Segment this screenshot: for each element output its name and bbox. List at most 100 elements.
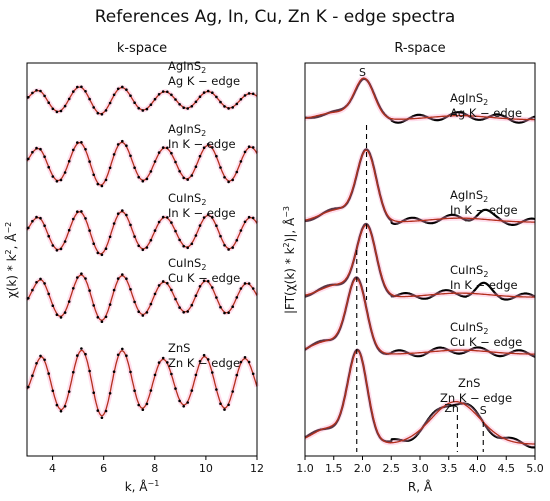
kspace-exp-point [100,320,104,324]
kspace-exp-point [202,146,206,149]
kspace-exp-point [198,154,202,158]
kspace-exp-point [247,282,251,285]
rspace-x-tick-label: 5.0 [526,462,544,475]
kspace-exp-point [251,287,255,290]
kspace-exp-point [145,177,149,181]
kspace-exp-point [100,184,104,188]
kspace-exp-point [219,305,222,309]
kspace-spectrum-compound-4: ZnS [168,341,190,355]
kspace-exp-point [116,353,120,357]
kspace-exp-point [166,361,169,364]
kspace-exp-point [96,316,100,319]
kspace-x-tick-label: 6 [100,462,107,475]
kspace-exp-point [137,244,140,248]
kspace-exp-point [59,178,63,182]
kspace-exp-point [63,240,67,243]
kspace-exp-point [84,277,87,280]
kspace-exp-point [182,311,185,314]
kspace-exp-point [121,85,124,89]
kspace-exp-point [43,94,46,98]
kspace-exp-point [47,234,50,238]
kspace-x-tick-label: 8 [151,462,158,475]
kspace-exp-point [190,174,194,177]
kspace-exp-point [235,373,239,377]
kspace-exp-point [211,371,214,374]
kspace-exp-point [145,311,149,314]
kspace-exp-point [92,173,95,177]
kspace-exp-points-3 [27,272,255,324]
kspace-exp-point [247,215,251,219]
rspace-x-tick-label: 1.5 [325,462,343,475]
kspace-exp-point [108,235,112,239]
kspace-exp-point [235,239,239,242]
kspace-exp-point [211,146,214,149]
kspace-exp-point [239,229,243,232]
kspace-exp-point [190,105,194,108]
kspace-exp-point [219,100,222,104]
kspace-exp-point [137,403,140,407]
kspace-exp-point [231,390,234,393]
kspace-exp-point [231,305,234,309]
kspace-exp-point [125,213,128,217]
kspace-exp-point [80,141,83,144]
kspace-exp-point [80,272,83,276]
rspace-annotation: Zn [444,402,459,415]
kspace-exp-point [178,170,181,173]
kspace-exp-point [182,176,185,180]
kspace-exp-point [76,210,79,213]
kspace-exp-point [92,304,95,307]
kspace-exp-point [88,97,91,101]
kspace-exp-point [186,401,189,404]
kspace-exp-point [145,402,149,406]
kspace-exp-point [149,103,153,106]
kspace-exp-point [141,408,145,412]
rspace-spectrum-edge-3: Cu K − edge [450,335,522,349]
rspace-fit-line-3 [304,278,535,355]
kspace-exp-point [39,277,42,281]
kspace-exp-point [96,182,100,186]
kspace-exp-point [121,347,124,351]
rspace-spectrum-compound-1: AgInS2 [450,188,488,204]
kspace-exp-point [145,107,149,111]
kspace-exp-point [243,356,247,359]
kspace-exp-point [219,402,222,406]
kspace-spectrum-compound-1: AgInS2 [168,122,206,138]
kspace-exp-point [137,175,140,179]
kspace-exp-point [67,159,71,163]
kspace-exp-point [133,166,136,169]
kspace-exp-point [133,389,136,393]
kspace-exp-point [153,229,157,232]
kspace-x-tick-label: 12 [250,462,264,475]
kspace-exp-point [84,352,87,356]
kspace-exp-point [59,409,63,413]
kspace-exp-point [243,220,247,224]
kspace-exp-point [235,296,239,299]
rspace-annotation: S [359,66,366,79]
kspace-exp-point [129,370,132,374]
kspace-exp-point [227,248,230,251]
kspace-x-ticks: 4 6 8 10 12 [49,456,264,475]
kspace-exp-point [96,409,100,412]
kspace-exp-point [27,385,30,389]
kspace-exp-point [59,109,63,113]
figure-title: References Ag, In, Cu, Zn K - edge spect… [95,7,456,27]
kspace-exp-point [157,93,161,96]
kspace-exp-point [202,353,206,357]
rspace-spectrum-compound-0: AgInS2 [450,91,488,107]
kspace-exp-point [88,160,91,163]
kspace-exp-point [112,370,116,374]
kspace-exp-point [157,361,161,364]
kspace-exp-point [67,390,71,393]
kspace-exp-point [35,89,38,92]
kspace-exp-point [112,153,116,156]
kspace-exp-point [186,178,189,181]
kspace-exp-point [72,287,75,290]
kspace-exp-point [27,96,30,99]
kspace-x-tick-label: 4 [49,462,56,475]
rspace-x-ticks: 1.0 1.5 2.0 2.5 3.0 3.5 4.0 4.5 5.0 [296,456,544,475]
kspace-x-label: k, Å−1 [125,479,160,494]
kspace-exp-point [35,362,38,365]
kspace-exp-point [88,289,91,292]
rspace-spectrum-compound-4: ZnS [458,376,480,390]
